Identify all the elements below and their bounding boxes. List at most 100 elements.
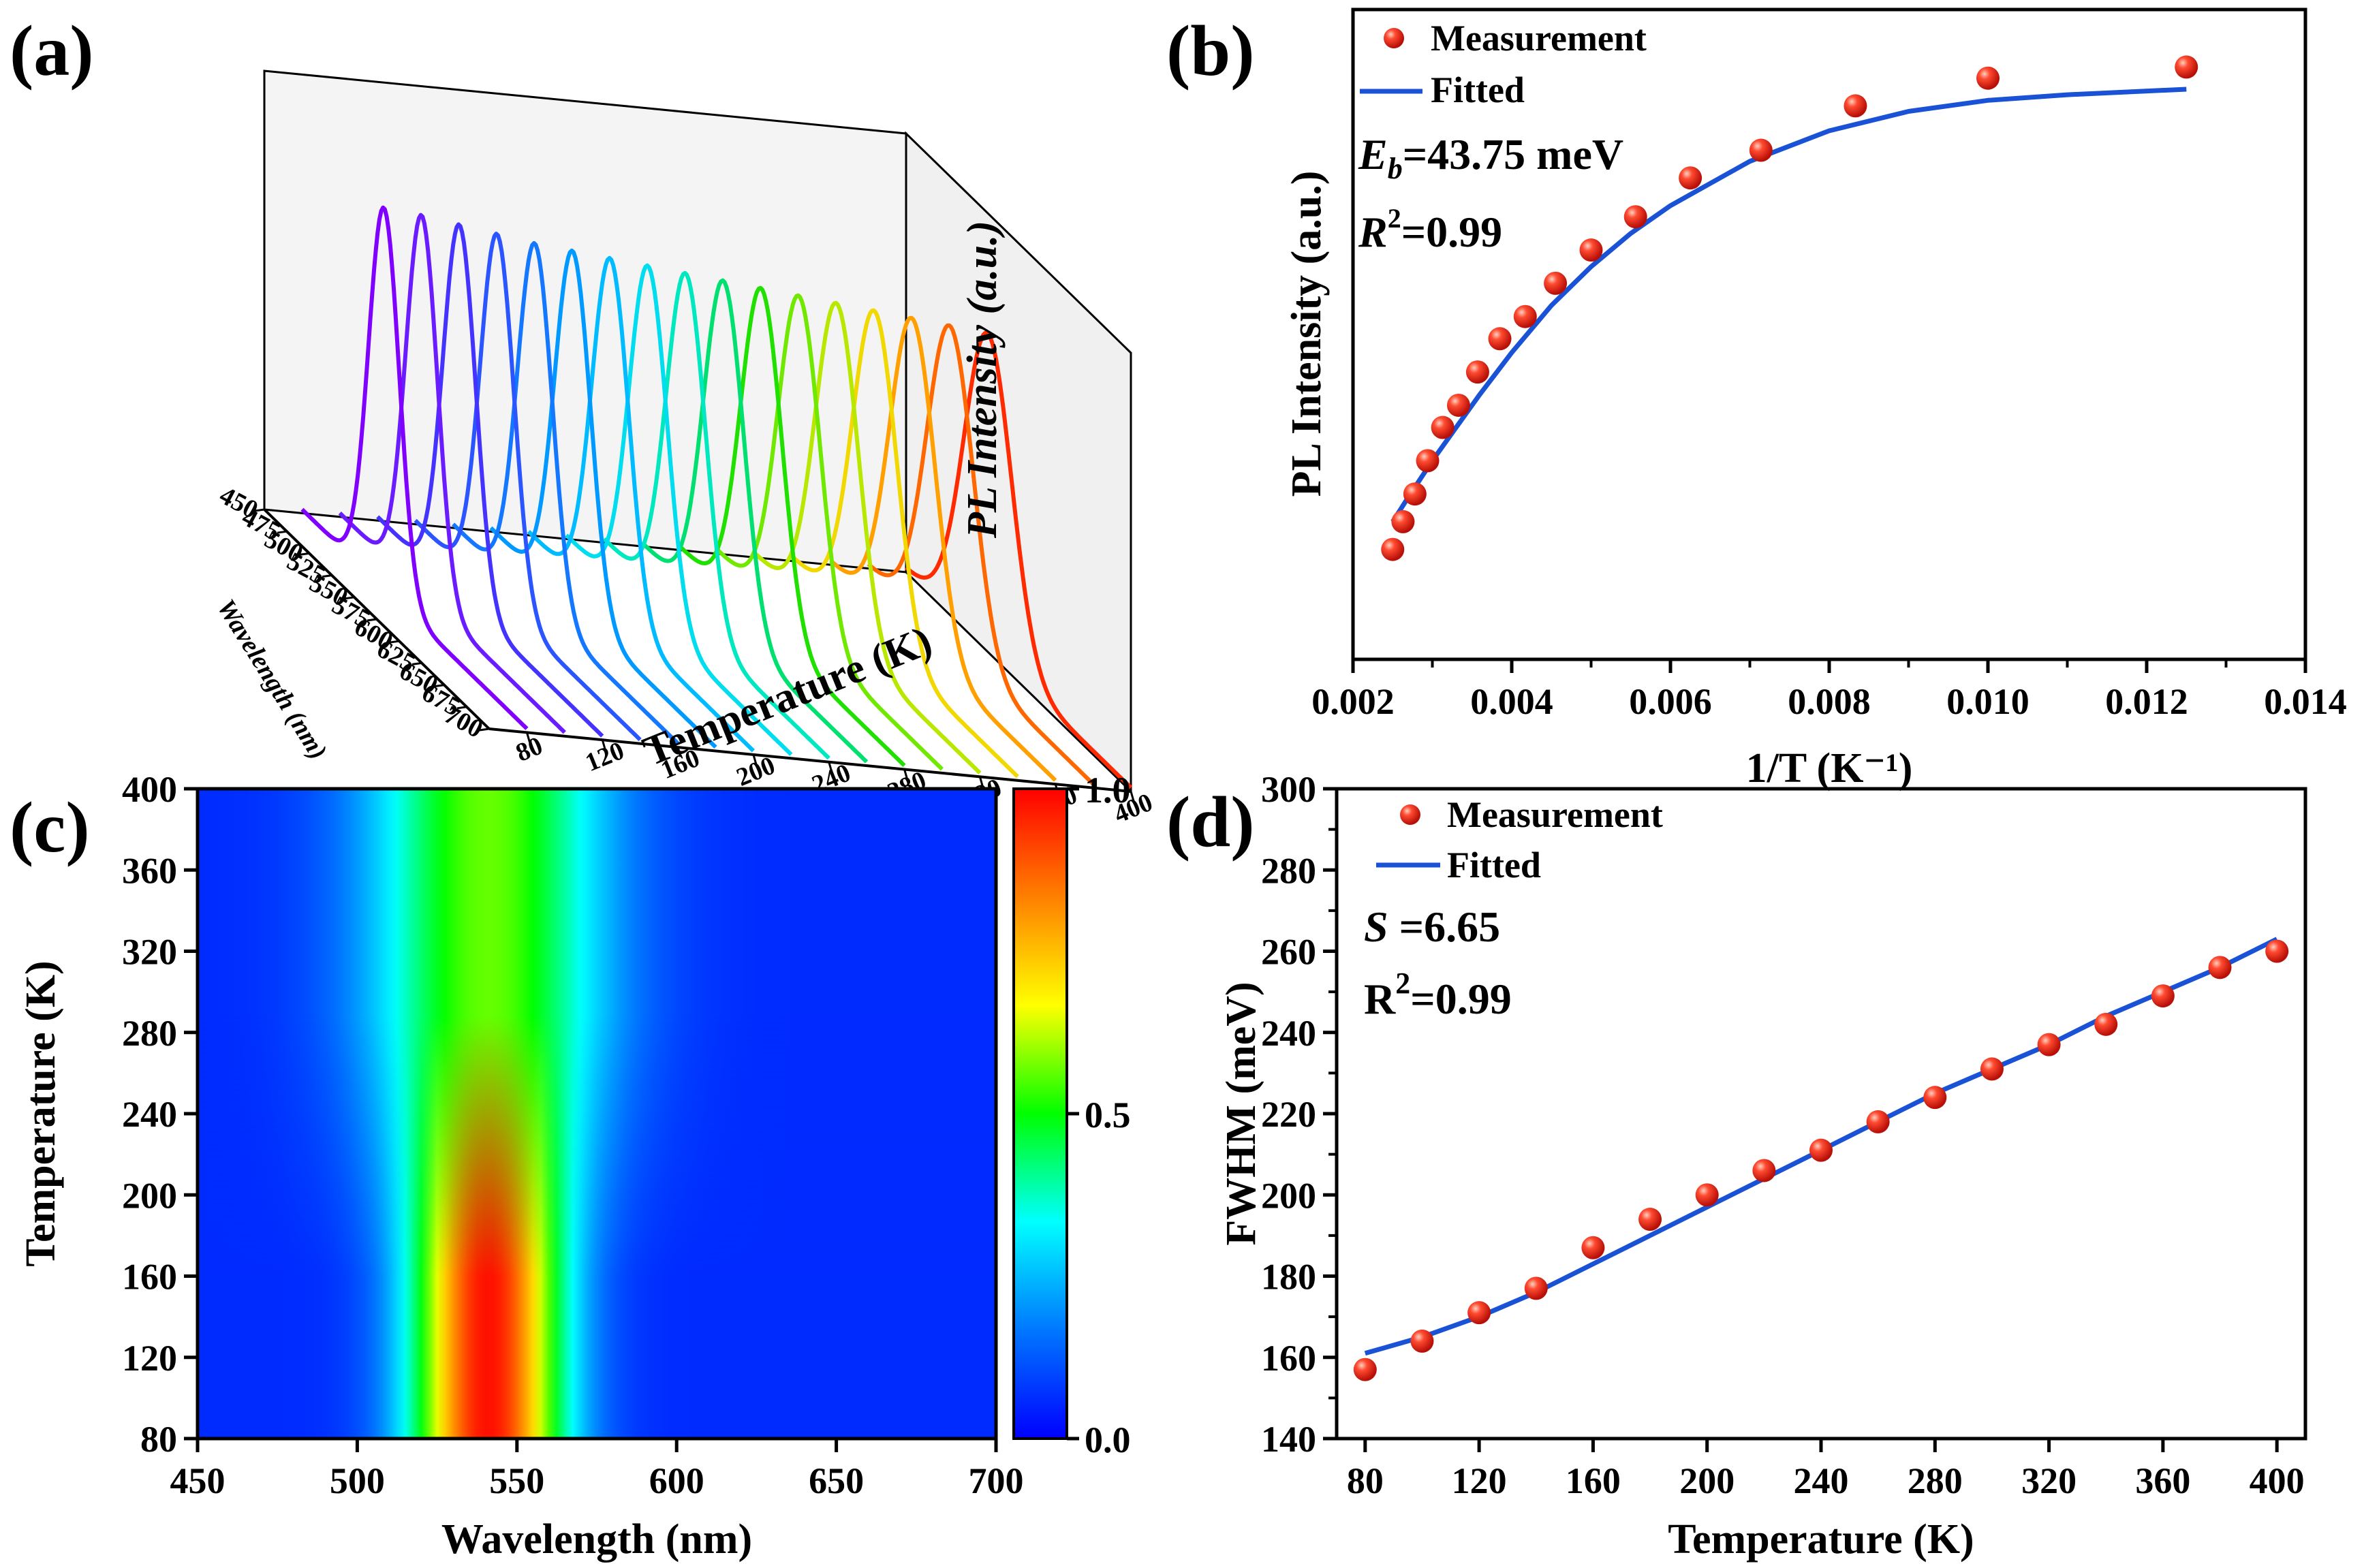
y-tick-label: 220 — [1261, 1094, 1316, 1135]
measurement-point — [1844, 94, 1867, 118]
legend-fitted-label: Fitted — [1431, 69, 1525, 110]
colorbar-ticks: 0.0 0.5 1.0 — [1067, 770, 1131, 1460]
measurement-point — [1524, 1276, 1548, 1300]
wavelength-tick-mark — [299, 552, 310, 556]
panel-a-wavelength-title: Wavelength (nm) — [211, 595, 332, 765]
measurement-point — [1749, 138, 1773, 162]
panel-b-eb-annotation: Eb=43.75 meV — [1358, 130, 1623, 185]
wavelength-tick-mark — [434, 684, 445, 688]
panel-b-y-title: PL Intensity (a.u.) — [1284, 171, 1330, 497]
panel-d-points-layer — [1353, 939, 2289, 1381]
panel-b-points-layer — [1381, 55, 2198, 561]
measurement-point — [2094, 1012, 2118, 1036]
x-tick-label: 0.006 — [1629, 681, 1712, 722]
panel-d-s-annotation: S =6.65 — [1364, 903, 1500, 951]
panel-d-x-ticks: 80 120 160 200 240 280 320 360 400 — [1347, 1439, 2305, 1501]
y-tick-label: 200 — [1261, 1175, 1316, 1216]
measurement-point — [2037, 1033, 2061, 1056]
panel-c-x-ticks: 450 500 550 600 650 700 — [170, 1439, 1024, 1501]
temperature-tick-mark — [1130, 791, 1135, 802]
panel-c-y-ticks: 80 120 160 200 240 280 320 360 400 — [122, 769, 198, 1460]
spectrum-curve — [414, 232, 642, 742]
y-tick-label: 320 — [122, 932, 177, 973]
wavelength-tick-mark — [322, 574, 332, 578]
colorbar-tick-label: 1.0 — [1085, 770, 1131, 811]
panel-label-a: (a) — [10, 11, 94, 91]
panel-b-x-title: 1/T (K⁻¹) — [1746, 745, 1913, 791]
colorbar-tick-label: 0.5 — [1085, 1095, 1131, 1135]
wavelength-tick-mark — [367, 618, 377, 622]
temperature-axis-line — [488, 727, 1132, 793]
y-tick-label: 260 — [1261, 932, 1316, 973]
measurement-point — [1923, 1086, 1947, 1110]
y-tick-label: 180 — [1261, 1257, 1316, 1298]
temperature-tick-mark — [978, 776, 984, 787]
colorbar-tick-label: 0.0 — [1085, 1420, 1131, 1460]
x-tick-label: 200 — [1679, 1460, 1735, 1501]
y-tick-label: 160 — [122, 1257, 177, 1298]
temperature-tick-mark — [828, 762, 833, 772]
measurement-point — [1866, 1110, 1890, 1133]
wavelength-tick-mark — [277, 530, 287, 534]
x-tick-label: 360 — [2135, 1460, 2190, 1501]
measurement-point — [2265, 939, 2289, 963]
panel-d-y-ticks: 140 160 180 200 220 240 260 280 300 — [1261, 769, 1337, 1460]
panel-d-frame — [1335, 787, 2307, 1441]
measurement-point — [2208, 956, 2232, 979]
y-tick-label: 280 — [1261, 850, 1316, 891]
colorbar — [1012, 787, 1068, 1440]
fitted-line — [1390, 87, 2187, 523]
x-tick-label: 0.012 — [2105, 681, 2188, 722]
legend-measurement-marker — [1400, 804, 1420, 825]
measurement-point — [1391, 509, 1415, 533]
x-tick-label: 0.010 — [1946, 681, 2029, 722]
heatmap-spectral-layer — [198, 789, 996, 1439]
panel-c-x-title: Wavelength (nm) — [441, 1516, 752, 1563]
x-tick-label: 160 — [1566, 1460, 1621, 1501]
panel-b-arrhenius-plot: (b) 0.002 0.004 0.006 0.008 0.010 0.012 0.014 … — [1166, 7, 2347, 791]
temperature-tick-mark — [676, 747, 682, 757]
y-tick-label: 400 — [122, 769, 177, 810]
y-tick-label: 240 — [1261, 1013, 1316, 1054]
measurement-point — [1381, 537, 1405, 561]
spectrum-curve — [300, 205, 529, 730]
y-tick-label: 120 — [122, 1338, 177, 1379]
panel-d-y-title: FWHM (meV) — [1218, 982, 1264, 1245]
spectrum-curve — [376, 222, 604, 738]
x-tick-label: 500 — [330, 1460, 385, 1501]
wavelength-tick-mark — [389, 640, 400, 644]
x-tick-label: 280 — [1908, 1460, 1963, 1501]
panel-a-spectra — [300, 205, 1133, 789]
y-tick-label: 300 — [1261, 769, 1316, 810]
legend-fitted-label: Fitted — [1447, 845, 1541, 885]
panel-c-y-title: Temperature (K) — [18, 960, 64, 1266]
panel-label-b: (b) — [1166, 11, 1255, 91]
x-tick-label: 320 — [2021, 1460, 2077, 1501]
y-tick-label: 140 — [1261, 1419, 1316, 1460]
measurement-point — [1446, 393, 1470, 417]
measurement-point — [1679, 166, 1702, 190]
measurement-point — [1623, 205, 1647, 229]
y-tick-label: 160 — [1261, 1338, 1316, 1379]
panel-b-legend: Measurement Fitted — [1360, 18, 1647, 110]
wavelength-tick-mark — [479, 727, 490, 732]
panel-d-x-title: Temperature (K) — [1668, 1516, 1974, 1563]
panel-c-heatmap: (c) 450 500 550 600 650 700 80 120 160 200 240 280… — [10, 769, 1131, 1563]
legend-measurement-marker — [1384, 28, 1404, 48]
panel-label-c: (c) — [10, 787, 90, 867]
measurement-point — [1488, 327, 1512, 351]
wavelength-tick-mark — [456, 706, 467, 710]
x-tick-label: 0.002 — [1311, 681, 1395, 722]
measurement-point — [1579, 238, 1603, 262]
x-tick-label: 0.014 — [2264, 681, 2347, 722]
panel-b-fit-layer — [1390, 87, 2187, 523]
wavelength-tick-mark — [344, 596, 355, 600]
measurement-point — [1431, 415, 1455, 439]
measurement-point — [1980, 1057, 2004, 1081]
wavelength-tick-mark — [411, 661, 422, 665]
legend-measurement-label: Measurement — [1431, 18, 1647, 59]
x-tick-label: 400 — [2250, 1460, 2305, 1501]
x-tick-label: 650 — [809, 1460, 864, 1501]
panel-b-x-ticks: 0.002 0.004 0.006 0.008 0.010 0.012 0.014 — [1311, 659, 2347, 722]
